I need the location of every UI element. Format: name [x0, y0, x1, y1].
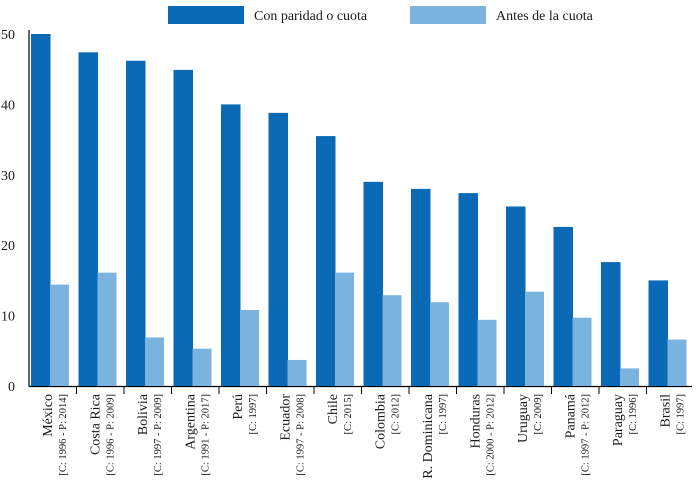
category-label: Panamá — [563, 393, 578, 438]
bar-con-paridad — [126, 60, 146, 386]
category-note: [C: 1996 - P: 2009] — [105, 394, 116, 476]
bar-antes-cuota — [477, 319, 497, 386]
y-tick-label: 30 — [1, 169, 15, 184]
bar-con-paridad — [363, 181, 383, 386]
bar-antes-cuota — [97, 272, 117, 386]
bar-antes-cuota — [240, 309, 259, 386]
category-label: Ecuador — [278, 394, 293, 441]
bar-antes-cuota — [572, 317, 592, 386]
bar-con-paridad — [601, 262, 621, 386]
category-note: [C: 1997] — [438, 394, 449, 435]
category-label: Argentina — [183, 393, 198, 450]
bar-con-paridad — [173, 69, 193, 387]
y-tick-label: 50 — [1, 28, 15, 43]
category-label: México — [41, 394, 56, 437]
bars — [31, 34, 687, 387]
bar-con-paridad — [316, 136, 336, 386]
category-label: Uruguay — [516, 394, 531, 443]
bar-antes-cuota — [667, 339, 687, 386]
legend-swatch-con-paridad — [168, 6, 244, 24]
bar-con-paridad — [553, 226, 573, 386]
bar-con-paridad — [31, 34, 51, 386]
bar-antes-cuota — [50, 284, 69, 386]
legend-label-con-paridad: Con paridad o cuota — [254, 9, 368, 24]
bar-con-paridad — [458, 193, 478, 386]
legend-swatch-antes — [410, 6, 486, 24]
bar-con-paridad — [506, 206, 526, 386]
category-label: Costa Rica — [88, 393, 103, 455]
bar-antes-cuota — [382, 295, 402, 386]
category-note: [C: 2015] — [343, 394, 354, 435]
category-note: [C: 1997] — [248, 394, 259, 435]
bar-antes-cuota — [192, 348, 212, 386]
category-label: Colombia — [373, 393, 388, 449]
category-label: Chile — [326, 394, 341, 424]
y-tick-label: 20 — [1, 239, 15, 254]
category-label: Paraguay — [611, 394, 626, 446]
category-note: [C: 1997 - P: 2012] — [580, 394, 591, 476]
y-tick-label: 10 — [1, 310, 15, 325]
x-axis-labels: México [C: 1996 - P: 2014] Costa Rica [C: 1… — [41, 393, 687, 479]
bar-antes-cuota — [287, 359, 307, 386]
category-label: Brasil — [658, 394, 673, 428]
y-tick-label: 0 — [8, 380, 15, 395]
category-label: Perú — [231, 394, 246, 420]
category-note: [C: 2012] — [390, 394, 401, 435]
bar-con-paridad — [411, 188, 431, 386]
bar-con-paridad — [221, 104, 241, 387]
category-note: [C: 1997] — [675, 394, 686, 435]
bar-antes-cuota — [620, 368, 639, 386]
category-note: [C: 2009] — [533, 394, 544, 435]
category-note: [C: 1997 - P: 2009] — [153, 394, 164, 476]
bar-con-paridad — [648, 280, 668, 386]
bar-antes-cuota — [525, 291, 544, 386]
category-note: [C: 1991 - P: 2017] — [200, 394, 211, 476]
bar-con-paridad — [268, 112, 288, 387]
legend: Con paridad o cuota Antes de la cuota — [168, 6, 594, 24]
bar-antes-cuota — [145, 337, 164, 386]
bar-antes-cuota — [430, 302, 449, 386]
axes: 0 10 20 30 40 50 — [1, 28, 692, 395]
category-label: R. Dominicana — [421, 393, 436, 479]
legend-label-antes: Antes de la cuota — [496, 9, 594, 24]
category-note: [C: 1996] — [628, 394, 639, 435]
bar-antes-cuota — [335, 272, 354, 386]
y-tick-label: 40 — [1, 98, 15, 113]
category-label: Honduras — [468, 394, 483, 448]
bar-con-paridad — [78, 52, 98, 386]
category-note: [C: 2000 - P: 2012] — [485, 394, 496, 476]
category-note: [C: 1996 - P: 2014] — [58, 394, 69, 476]
category-note: [C: 1997 - P: 2008] — [295, 394, 306, 476]
category-label: Bolivia — [136, 393, 151, 435]
